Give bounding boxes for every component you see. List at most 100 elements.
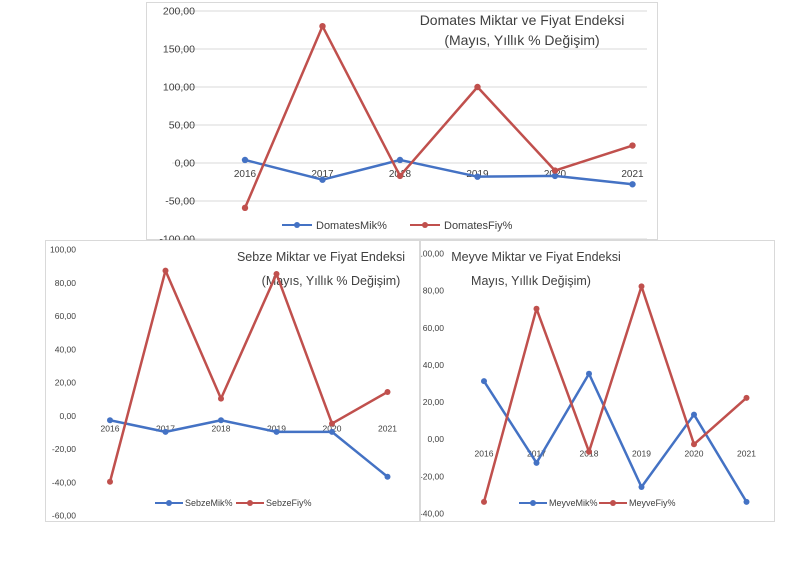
series-line — [482, 372, 748, 503]
y-tick-label: 20,00 — [423, 397, 445, 407]
data-point — [551, 167, 559, 174]
data-point — [329, 428, 335, 435]
chart-title: Domates Miktar ve Fiyat Endeksi — [420, 12, 625, 28]
y-tick-label: -40,00 — [421, 509, 444, 519]
legend-marker-mik — [294, 222, 300, 228]
data-point — [743, 394, 750, 401]
data-point — [691, 441, 697, 448]
data-point — [241, 156, 249, 164]
domates-chart-panel: 200,00 150,00 100,00 50,00 0,00 -50,00 -100,00… — [146, 2, 658, 242]
series-fiy — [107, 267, 391, 485]
y-tick-label: 200,00 — [163, 6, 195, 18]
chart-subtitle: (Mayıs, Yıllık % Değişim) — [262, 274, 401, 288]
data-point — [481, 378, 487, 385]
y-tick-label: 0,00 — [427, 434, 444, 444]
legend-label-mik: MeyveMik% — [549, 498, 598, 508]
data-point — [396, 156, 404, 164]
y-tick-label: 100,00 — [163, 82, 195, 94]
data-point — [586, 448, 592, 455]
data-point — [551, 172, 559, 180]
y-tick-label: 40,00 — [423, 360, 445, 370]
data-point — [107, 417, 113, 424]
series-mik — [241, 156, 636, 188]
data-point — [273, 270, 280, 277]
data-point — [474, 173, 481, 180]
sebze-chart: 100,00 80,00 60,00 40,00 20,00 0,00 -20,00 -40,… — [50, 245, 405, 521]
legend: SebzeMik% SebzeFiy% — [155, 498, 312, 508]
data-point — [273, 428, 280, 435]
x-tick-label: 2017 — [311, 169, 334, 180]
data-point — [533, 459, 540, 466]
y-tick-label: 0,00 — [59, 411, 76, 421]
y-tick-label: 50,00 — [169, 120, 195, 132]
data-point — [629, 142, 636, 149]
x-tick-label: 2020 — [685, 449, 704, 459]
y-tick-label: 100,00 — [50, 245, 76, 255]
data-point — [533, 305, 540, 312]
data-point — [384, 473, 391, 480]
legend-marker-mik — [530, 500, 536, 506]
x-tick-label: 2021 — [621, 169, 644, 180]
x-tick-label: 2020 — [323, 423, 342, 433]
x-tick-label: 2017 — [156, 423, 175, 433]
data-point — [162, 428, 169, 435]
x-tick-label: 2016 — [234, 169, 257, 180]
data-point — [319, 176, 326, 183]
chart-title: Meyve Miktar ve Fiyat Endeksi — [451, 250, 621, 264]
y-tick-label: 60,00 — [423, 323, 445, 333]
legend-label-fiy: SebzeFiy% — [266, 498, 312, 508]
y-tick-label: 100,00 — [421, 249, 444, 259]
series-line — [108, 269, 389, 483]
y-tick-label: 150,00 — [163, 44, 195, 56]
x-tick-label: 2019 — [267, 423, 286, 433]
x-tick-label: 2018 — [212, 423, 231, 433]
data-point — [218, 417, 224, 424]
x-tick-label: 2021 — [378, 423, 397, 433]
x-tick-label: 2021 — [737, 449, 756, 459]
series-mik — [107, 417, 391, 480]
x-axis: 2016 2017 2018 2019 2020 2021 — [101, 423, 398, 433]
x-tick-label: 2017 — [527, 449, 546, 459]
y-tick-label: 80,00 — [55, 278, 77, 288]
data-point — [396, 172, 404, 180]
chart-subtitle: (Mayıs, Yıllık % Değişim) — [444, 32, 599, 48]
y-tick-label: -40,00 — [52, 477, 76, 487]
x-tick-label: 2016 — [475, 449, 494, 459]
series-mik — [481, 370, 750, 505]
series-fiy — [241, 23, 636, 212]
series-line — [109, 418, 389, 478]
data-point — [691, 411, 697, 418]
data-point — [241, 204, 249, 212]
legend-label-fiy: DomatesFiy% — [444, 220, 513, 232]
series-line — [244, 158, 633, 186]
y-tick-label: 0,00 — [175, 158, 196, 170]
meyve-chart-panel: 100,00 80,00 60,00 40,00 20,00 0,00 -20,00 -40,… — [420, 240, 775, 522]
data-point — [638, 484, 645, 490]
y-tick-label: 60,00 — [55, 311, 77, 321]
chart-title: Sebze Miktar ve Fiyat Endeksi — [237, 250, 405, 264]
legend-marker-fiy — [610, 500, 616, 506]
data-point — [629, 181, 636, 188]
legend-marker-fiy — [422, 222, 428, 228]
series-line — [482, 285, 748, 503]
y-axis: 100,00 80,00 60,00 40,00 20,00 0,00 -20,00 -40,… — [421, 249, 444, 519]
y-tick-label: -100,00 — [159, 234, 195, 242]
y-tick-label: -50,00 — [165, 196, 195, 208]
data-point — [329, 420, 335, 427]
domates-chart: 200,00 150,00 100,00 50,00 0,00 -50,00 -100,00… — [159, 6, 647, 242]
legend: DomatesMik% DomatesFiy% — [282, 220, 513, 232]
data-point — [319, 23, 326, 30]
legend-label-mik: DomatesMik% — [316, 220, 387, 232]
y-tick-label: -20,00 — [52, 444, 76, 454]
data-point — [481, 498, 487, 505]
legend: MeyveMik% MeyveFiy% — [519, 498, 676, 508]
series-fiy — [481, 283, 750, 505]
chart-subtitle: Mayıs, Yıllık Değişim) — [471, 274, 591, 288]
y-tick-label: 40,00 — [55, 344, 77, 354]
x-tick-label: 2016 — [101, 423, 120, 433]
series-line — [243, 24, 633, 209]
y-tick-label: 20,00 — [55, 378, 77, 388]
data-point — [586, 370, 592, 377]
y-axis: 100,00 80,00 60,00 40,00 20,00 0,00 -20,00 -40,… — [50, 245, 76, 521]
meyve-chart: 100,00 80,00 60,00 40,00 20,00 0,00 -20,00 -40,… — [421, 249, 756, 519]
